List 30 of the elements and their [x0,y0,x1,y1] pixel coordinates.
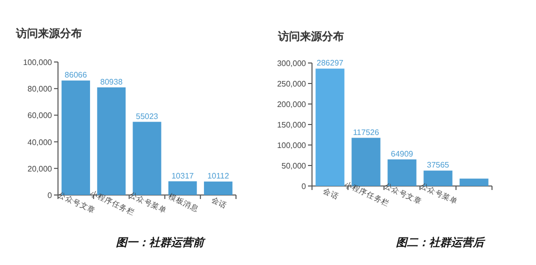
data-label: 10112 [207,172,230,181]
bar [316,68,344,186]
y-tick-label: 40,000 [28,138,53,147]
y-tick-label: 60,000 [28,111,53,120]
data-label: 55023 [136,112,159,121]
chart-title: 访问来源分布 [15,27,82,40]
bar [204,182,232,195]
bar [168,181,197,195]
y-tick-label: 50,000 [282,162,307,170]
data-label: 86066 [64,70,88,80]
data-label: 10317 [171,171,194,180]
text: 图二：社群运营后 [396,236,486,249]
y-tick-label: 0 [302,182,307,191]
y-tick-label: 0 [48,191,53,200]
y-tick-label: 100,000 [277,141,307,150]
text: 图一：社群运营前 [116,236,206,249]
data-label: 80938 [100,77,124,86]
data-label: 286297 [316,58,344,68]
y-tick-label: 300,000 [277,59,307,68]
y-tick-label: 100,000 [23,58,53,67]
y-tick-label: 20,000 [28,164,53,174]
bar [460,178,488,186]
y-tick-label: 80,000 [28,84,53,94]
data-label: 117526 [352,128,380,137]
y-tick-label: 200,000 [277,100,307,109]
y-tick-label: 150,000 [277,120,307,130]
data-label: 37565 [426,160,450,170]
data-label: 64909 [390,149,414,158]
chart-title: 访问来源分布 [277,30,344,43]
y-tick-label: 250,000 [277,80,307,88]
